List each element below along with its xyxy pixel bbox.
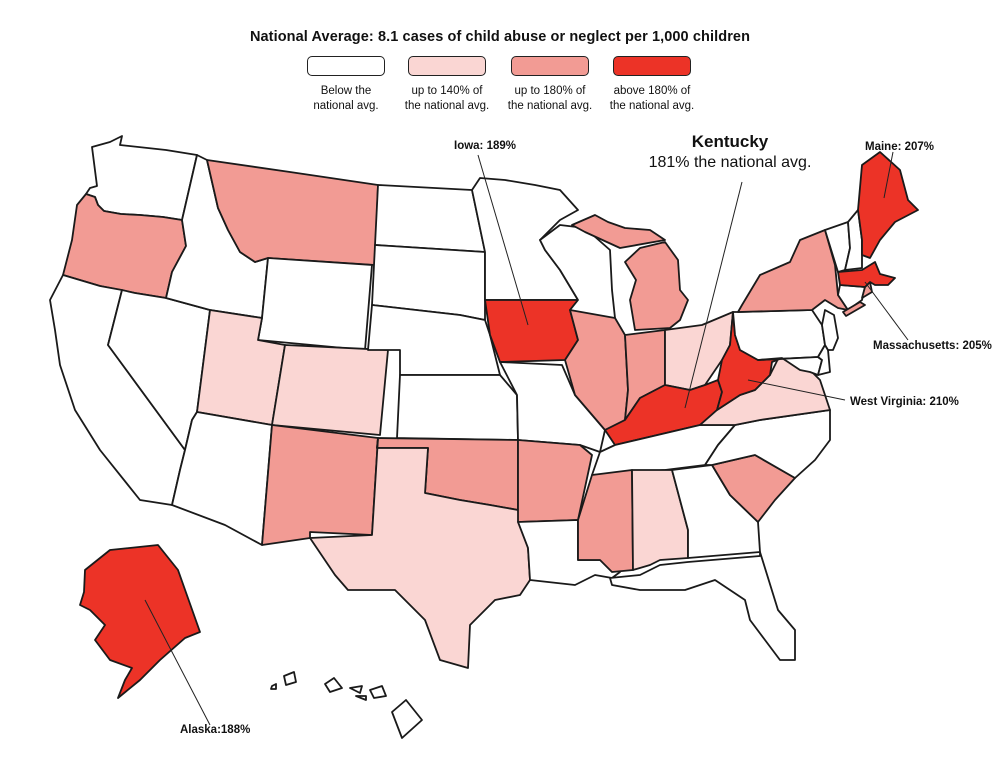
state-pennsylvania [732, 309, 826, 361]
state-kansas [396, 374, 519, 441]
state-hawaii-7 [391, 699, 423, 739]
state-north-carolina [704, 409, 831, 479]
west-virginia-callout: West Virginia: 210% [850, 396, 959, 408]
legend-swatch-below [307, 56, 385, 76]
legend-label-up-to-180: up to 180% of the national avg. [507, 85, 593, 112]
legend-item-above-180: above 180% of the national avg. [597, 56, 707, 114]
state-hawaii-2 [283, 671, 297, 686]
state-montana [206, 159, 379, 266]
legend-swatch-up-to-140 [408, 56, 486, 76]
state-hawaii-5 [355, 695, 367, 701]
state-new-mexico [261, 424, 379, 546]
state-washington [85, 135, 198, 221]
state-hawaii-6 [369, 685, 387, 699]
legend-label-up-to-140: up to 140% of the national avg. [404, 85, 490, 112]
maine-callout: Maine: 207% [865, 141, 935, 153]
state-maine [857, 151, 919, 259]
west-virginia-leader-line [747, 379, 846, 401]
state-new-jersey [821, 309, 839, 351]
state-hawaii-1 [270, 683, 277, 690]
kentucky-callout-name: Kentucky [691, 132, 769, 151]
state-colorado [271, 344, 389, 436]
alaska-callout: Alaska:188% [180, 724, 251, 736]
state-arkansas [517, 439, 593, 523]
alaska-leader-line [144, 599, 211, 726]
iowa-leader-line [477, 154, 529, 326]
legend-item-up-to-140: up to 140% of the national avg. [392, 56, 502, 114]
state-massachusetts [837, 261, 896, 288]
state-north-dakota [374, 184, 486, 253]
legend-label-below: Below the national avg. [313, 85, 379, 112]
state-texas [309, 437, 531, 669]
iowa-callout: Iowa: 189% [454, 140, 516, 152]
kentucky-leader-line [684, 181, 743, 409]
state-iowa [484, 299, 579, 363]
legend-swatch-above-180 [613, 56, 691, 76]
state-hawaii-4 [349, 685, 363, 694]
state-hawaii-3 [324, 677, 343, 693]
maine-leader-line [883, 151, 894, 199]
massachusetts-leader-line [864, 281, 909, 341]
legend-item-below: Below the national avg. [291, 56, 401, 114]
legend-swatch-up-to-180 [511, 56, 589, 76]
state-michigan-upper [571, 214, 666, 249]
legend-item-up-to-180: up to 180% of the national avg. [495, 56, 605, 114]
state-alaska [79, 544, 201, 699]
kentucky-callout: Kentucky 181% the national avg. [610, 132, 850, 172]
state-wyoming [257, 257, 373, 351]
massachusetts-callout: Massachusetts: 205% [873, 340, 992, 352]
state-long-island [842, 301, 866, 317]
map-title: National Average: 8.1 cases of child abu… [249, 29, 751, 45]
state-michigan [624, 241, 689, 331]
kentucky-callout-value: 181% the national avg. [648, 154, 812, 171]
legend-label-above-180: above 180% of the national avg. [609, 85, 695, 112]
state-florida [609, 551, 796, 661]
